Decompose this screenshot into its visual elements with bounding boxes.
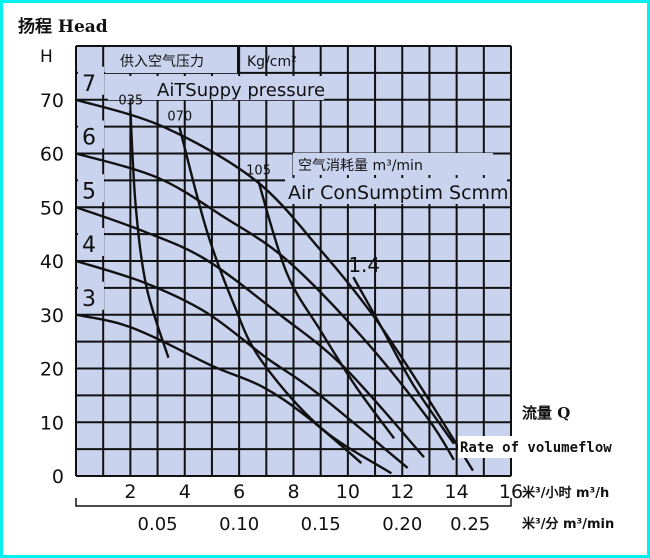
air-curve-label: 1.4 <box>348 253 380 277</box>
air-header-box <box>293 153 493 175</box>
y-tick-label: 20 <box>40 359 64 381</box>
y-tick-label: 10 <box>40 412 64 434</box>
air-curve-label: 070 <box>167 110 192 125</box>
pressure-curve-7 <box>75 98 474 472</box>
pressure-en-box <box>108 76 324 100</box>
x-tick-label: 8 <box>287 481 299 503</box>
pressure-label-box <box>78 281 104 310</box>
pressure-label-box <box>78 120 104 149</box>
pressure-curve-label: 6 <box>82 126 96 151</box>
pressure-curve-5 <box>75 206 425 458</box>
air-curve-1.4 <box>352 276 455 445</box>
air-curve-070 <box>178 126 393 475</box>
y-tick-label: 70 <box>40 90 64 112</box>
x-tick-label: 14 <box>445 481 469 503</box>
pressure-header-box <box>105 47 238 73</box>
x-en-label-bg <box>458 436 630 458</box>
pressure-en: AiTSuppy pressure <box>157 80 325 101</box>
pressure-header: 供入空气压力 <box>120 54 204 70</box>
x-tick-label: 16 <box>499 481 523 503</box>
y-tick-label: 0 <box>52 466 64 488</box>
secondary-tick-label: 0.05 <box>138 514 178 535</box>
curves <box>75 98 474 475</box>
y-tick-label: 60 <box>40 144 64 166</box>
x-tick-label: 2 <box>124 481 136 503</box>
x-unit-secondary: 米³/分 m³/min <box>522 516 614 532</box>
x-axis-label-en: Rate of volumeflow <box>460 440 612 456</box>
chart-svg: 扬程 Head H 供入空气压力 Kg/cm² AiTSuppy pressur… <box>18 16 630 535</box>
grid <box>75 45 512 477</box>
pressure-label-box <box>78 228 104 256</box>
pressure-curve-6 <box>75 152 455 461</box>
air-curve-label: 035 <box>118 94 143 109</box>
pressure-curve-3 <box>75 313 363 465</box>
air-en: Air ConSumptim Scmm <box>288 182 509 204</box>
pressure-label-box <box>78 66 104 95</box>
pressure-curve-label: 4 <box>82 233 96 258</box>
chart-title: 扬程 Head <box>18 16 108 37</box>
secondary-tick-label: 0.10 <box>219 514 259 535</box>
air-header: 空气消耗量 m³/min <box>298 158 423 174</box>
air-curve-label: 105 <box>246 163 271 178</box>
pressure-label-box <box>78 174 104 203</box>
x-tick-label: 6 <box>233 481 245 503</box>
air-en-box <box>285 178 507 204</box>
secondary-tick-label: 0.25 <box>450 514 490 535</box>
secondary-tick-label: 0.15 <box>301 514 341 535</box>
x-tick-label: 4 <box>179 481 191 503</box>
air-curve-035 <box>129 110 170 359</box>
pressure-curve-4 <box>75 259 409 469</box>
y-tick-label: 50 <box>40 197 64 219</box>
y-axis-label: H <box>40 47 53 67</box>
pressure-curve-label: 3 <box>82 287 96 312</box>
x-tick-label: 10 <box>336 481 360 503</box>
pressure-curve-label: 7 <box>82 72 96 97</box>
x-axis-label: 流量 Q <box>522 404 570 422</box>
y-tick-label: 30 <box>40 305 64 327</box>
x-tick-label: 12 <box>390 481 414 503</box>
pressure-curve-label: 5 <box>82 179 96 204</box>
x-unit-primary: 米³/小时 m³/h <box>522 485 609 501</box>
secondary-axis-bracket <box>75 498 512 507</box>
y-tick-label: 40 <box>40 251 64 273</box>
pressure-unit: Kg/cm² <box>247 54 297 70</box>
secondary-tick-label: 0.20 <box>382 514 422 535</box>
air-curve-105 <box>257 180 396 440</box>
